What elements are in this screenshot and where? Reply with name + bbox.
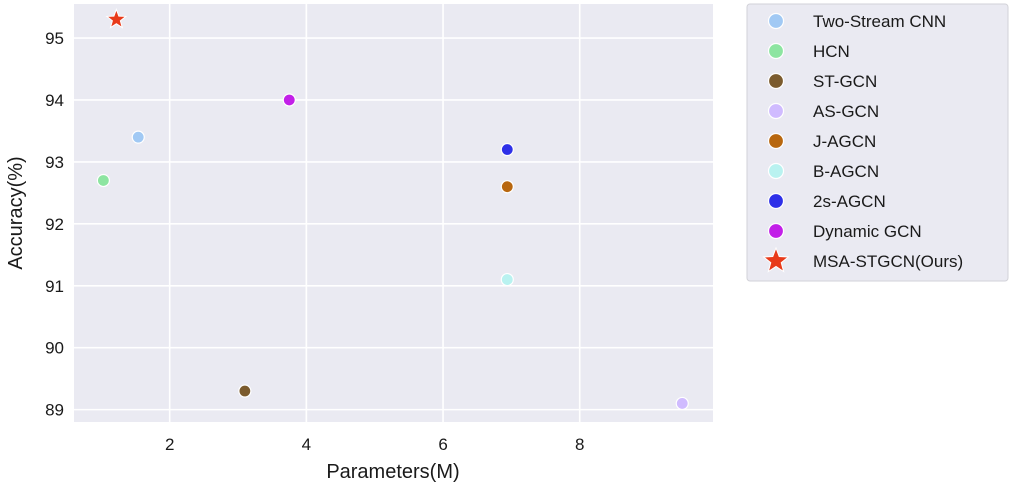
legend-marker: [767, 12, 785, 30]
y-tick-label: 91: [45, 277, 64, 296]
data-point: [131, 130, 145, 144]
y-tick-label: 90: [45, 339, 64, 358]
grid-lines: [74, 4, 713, 422]
legend-label: MSA-STGCN(Ours): [813, 252, 963, 271]
legend-label: J-AGCN: [813, 132, 876, 151]
tick-labels: 2 4 6 8 89 90 91 92 93 94 95: [45, 29, 584, 454]
legend-label: Dynamic GCN: [813, 222, 922, 241]
y-axis-label: Accuracy(%): [5, 156, 27, 269]
y-tick-label: 95: [45, 29, 64, 48]
x-tick-label: 4: [302, 435, 311, 454]
x-tick-label: 8: [575, 435, 584, 454]
legend-marker: [767, 222, 785, 240]
plot-background: [74, 4, 713, 422]
legend-marker-star: [762, 246, 790, 273]
legend-frame: [746, 3, 1009, 282]
y-tick-label: 94: [45, 91, 64, 110]
legend-marker: [767, 192, 785, 210]
x-axis-label: Parameters(M): [326, 461, 459, 483]
data-point-star: [105, 8, 128, 29]
data-point: [675, 396, 689, 411]
y-tick-label: 92: [45, 215, 64, 234]
data-point: [500, 142, 514, 157]
data-point: [238, 384, 252, 398]
data-point: [96, 173, 110, 188]
legend-label: ST-GCN: [813, 72, 877, 91]
legend-label: AS-GCN: [813, 102, 879, 121]
legend-marker: [767, 162, 785, 180]
legend-label: 2s-AGCN: [813, 192, 886, 211]
x-tick-label: 2: [165, 435, 174, 454]
data-point: [282, 93, 296, 107]
data-points: [96, 8, 689, 411]
legend-label: Two-Stream CNN: [813, 12, 946, 31]
legend-label: HCN: [813, 42, 850, 61]
legend-marker: [767, 132, 785, 150]
y-tick-label: 89: [45, 401, 64, 420]
data-point: [500, 272, 514, 287]
data-point: [500, 180, 514, 194]
y-tick-label: 93: [45, 153, 64, 172]
x-tick-label: 6: [438, 435, 447, 454]
legend-marker: [767, 72, 785, 90]
legend-marker: [767, 102, 785, 120]
legend: Two-Stream CNN HCN ST-GCN AS-GCN J-AGCN B-AGC…: [746, 3, 1009, 282]
legend-marker: [767, 42, 785, 60]
legend-label: B-AGCN: [813, 162, 879, 181]
